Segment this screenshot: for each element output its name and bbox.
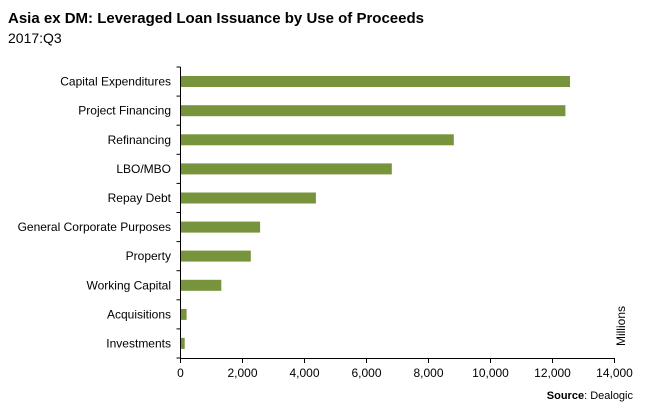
bar (181, 279, 222, 291)
category-label: Investments (106, 336, 171, 350)
bar (181, 337, 185, 349)
x-tick-label: 2,000 (227, 366, 257, 380)
unit-label: Millions (614, 306, 628, 346)
bar (181, 192, 316, 204)
source-label: Source (546, 390, 585, 402)
category-label: Property (126, 249, 171, 263)
bar (181, 221, 261, 233)
bar (181, 105, 566, 117)
x-tick-label: 6,000 (351, 366, 381, 380)
bar (181, 308, 187, 320)
source-value: : Dealogic (584, 390, 633, 402)
category-label: Refinancing (108, 133, 171, 147)
x-tick-label: 0 (177, 366, 184, 380)
category-label: Project Financing (78, 104, 171, 118)
source-note: Source: Dealogic (547, 390, 633, 402)
x-tick-label: 4,000 (289, 366, 319, 380)
x-tick-label: 14,000 (596, 366, 633, 380)
bar (181, 134, 454, 146)
x-tick-label: 10,000 (472, 366, 509, 380)
category-label: Repay Debt (108, 191, 172, 205)
x-tick-label: 8,000 (413, 366, 443, 380)
category-label: General Corporate Purposes (18, 220, 171, 234)
category-label: Acquisitions (107, 307, 171, 321)
chart-subtitle: 2017:Q3 (8, 30, 62, 46)
category-label: LBO/MBO (116, 162, 171, 176)
bar (181, 163, 392, 175)
x-tick-label: 12,000 (534, 366, 571, 380)
chart-title: Asia ex DM: Leveraged Loan Issuance by U… (8, 10, 424, 27)
bar (181, 250, 251, 262)
bar (181, 76, 570, 87)
category-label: Working Capital (87, 278, 171, 292)
category-label: Capital Expenditures (60, 75, 171, 89)
